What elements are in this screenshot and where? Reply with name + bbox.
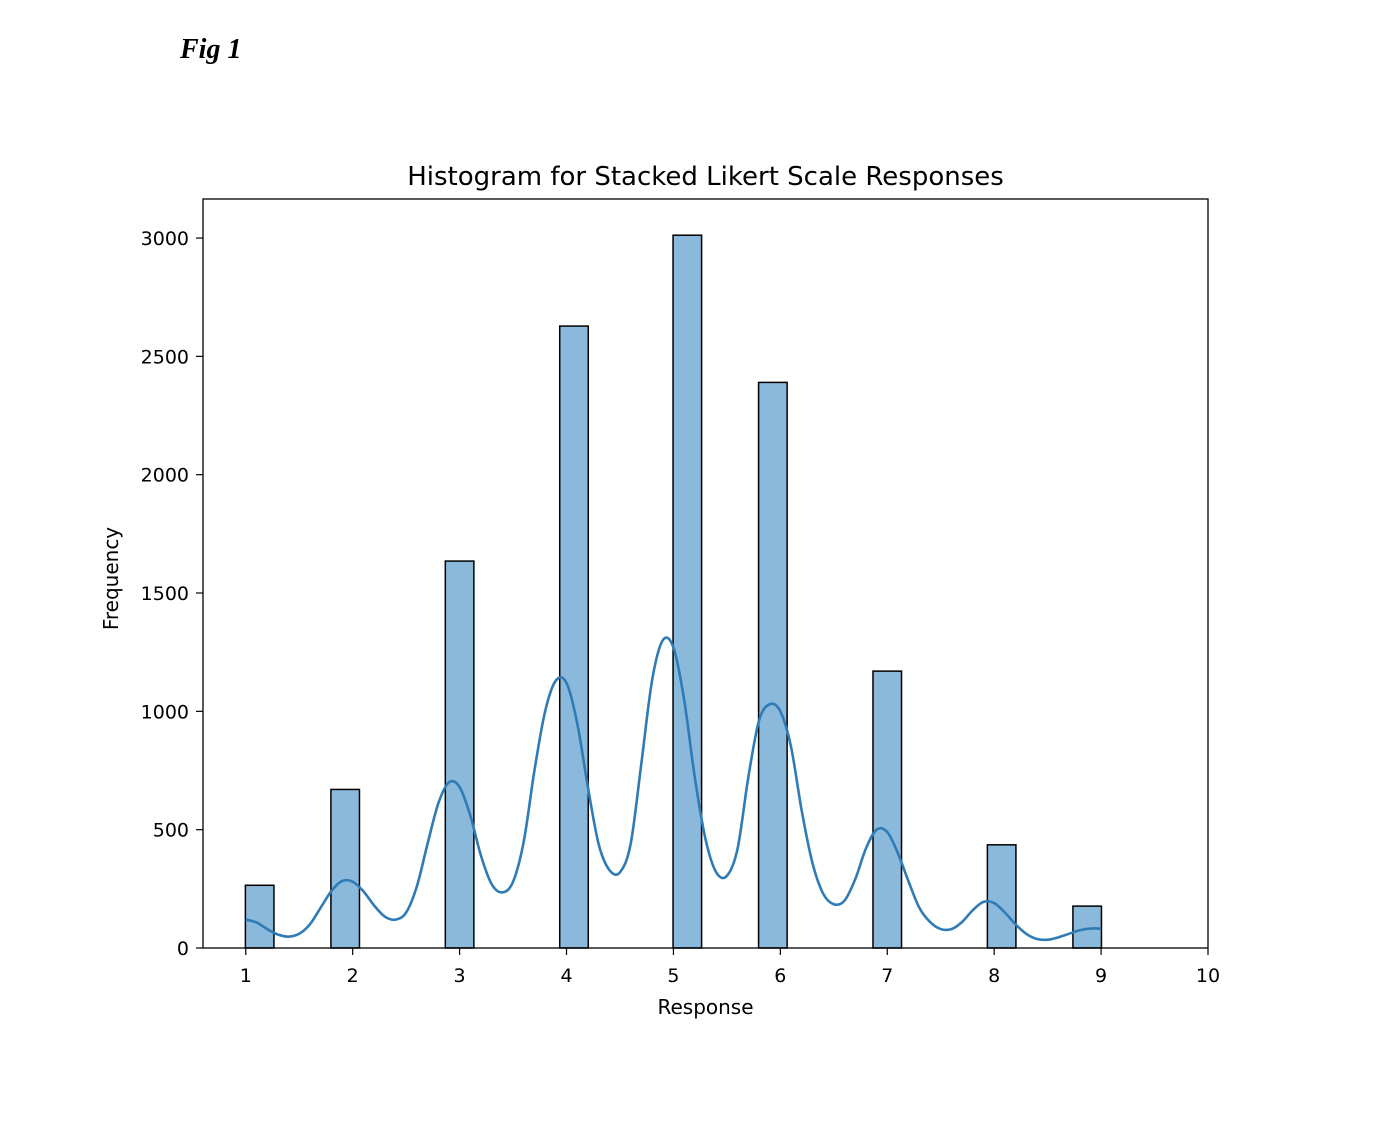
y-axis-label: Frequency	[99, 527, 123, 630]
x-tick-label-1: 1	[240, 965, 252, 987]
histogram-bar-6	[757, 381, 788, 949]
figure-label: Fig 1	[180, 34, 242, 65]
histogram-bar-3	[444, 560, 475, 949]
histogram-bar-2	[330, 788, 361, 949]
histogram-bar-9	[1072, 905, 1103, 949]
y-tick-label-500: 500	[153, 820, 189, 842]
kde-curve	[245, 636, 1102, 942]
chart-title: Histogram for Stacked Likert Scale Respo…	[407, 162, 1004, 192]
x-tick-label-4: 4	[560, 965, 572, 987]
axes-layer	[202, 198, 1209, 949]
y-tick-label-0: 0	[177, 938, 189, 960]
x-tick-label-3: 3	[454, 965, 466, 987]
kde-layer	[245, 636, 1102, 942]
histogram-bar-8	[986, 844, 1017, 949]
y-axis-ticks: 0 500 1000 1500 2000 2500 3000	[141, 228, 203, 960]
y-tick-label-1500: 1500	[141, 583, 189, 605]
y-tick-label-3000: 3000	[141, 228, 189, 250]
histogram-bar-4	[558, 325, 590, 949]
x-tick-label-7: 7	[881, 965, 893, 987]
histogram-bar-1	[244, 884, 275, 949]
x-tick-label-8: 8	[988, 965, 1000, 987]
y-tick-label-2500: 2500	[141, 346, 189, 368]
histogram-bar-5	[672, 234, 703, 949]
x-axis-ticks: 1 2 3 4 5 6 7 8 9 10	[240, 948, 1220, 987]
x-axis-label: Response	[657, 995, 753, 1019]
histogram-bar-7	[872, 670, 903, 949]
x-tick-label-2: 2	[347, 965, 359, 987]
x-tick-label-5: 5	[667, 965, 679, 987]
y-tick-label-2000: 2000	[141, 465, 189, 487]
y-tick-label-1000: 1000	[141, 701, 189, 723]
x-tick-label-6: 6	[774, 965, 786, 987]
bars-layer	[244, 234, 1103, 949]
x-tick-label-10: 10	[1196, 965, 1220, 987]
plot-frame	[202, 198, 1209, 949]
x-tick-label-9: 9	[1095, 965, 1107, 987]
